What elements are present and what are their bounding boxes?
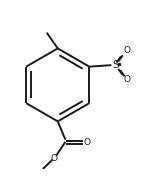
Text: O: O (123, 75, 130, 84)
Text: O: O (50, 154, 57, 163)
Text: S: S (112, 60, 119, 70)
Text: O: O (123, 46, 130, 55)
Text: O: O (83, 138, 90, 147)
